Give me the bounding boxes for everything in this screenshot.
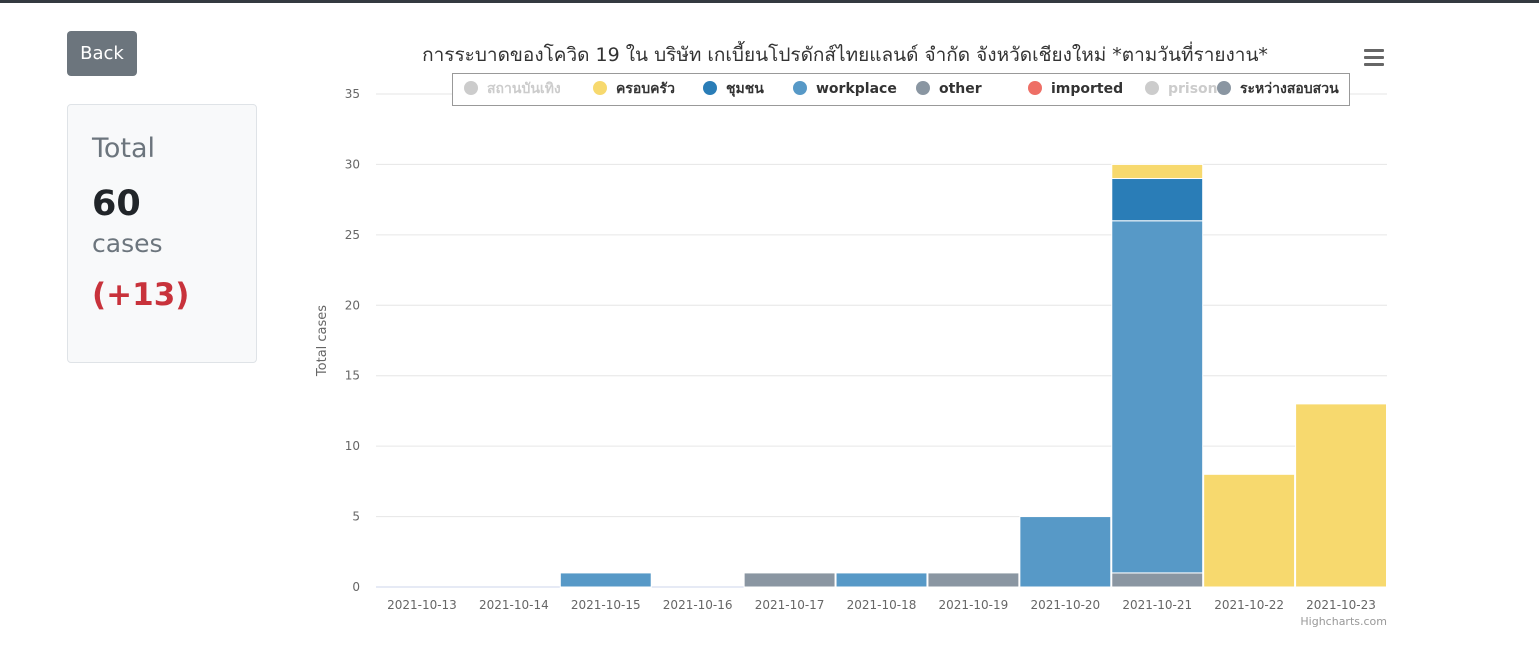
x-tick-label: 2021-10-17 xyxy=(755,598,825,612)
x-tick-label: 2021-10-20 xyxy=(1030,598,1100,612)
cases-label: cases xyxy=(92,229,163,258)
legend-item[interactable]: prison xyxy=(1145,74,1218,105)
bar-ชุมชน xyxy=(1111,178,1204,222)
legend-item[interactable]: ชุมชน xyxy=(703,74,764,105)
legend-item[interactable]: imported xyxy=(1028,74,1123,105)
y-tick-label: 30 xyxy=(345,157,360,171)
bar-workplace xyxy=(559,572,652,588)
legend-item[interactable]: other xyxy=(916,74,982,105)
top-border xyxy=(0,0,1539,3)
total-value: 60 xyxy=(92,184,141,224)
y-tick-label: 25 xyxy=(345,228,360,242)
chart-container: การระบาดของโควิด 19 ใน บริษัท เกเบี้ยนโป… xyxy=(290,30,1400,640)
bar-ครอบครัว xyxy=(1111,163,1204,180)
back-button[interactable]: Back xyxy=(67,31,137,76)
legend-dot-icon xyxy=(1217,81,1231,95)
x-tick-label: 2021-10-16 xyxy=(663,598,733,612)
bar-ครอบครัว xyxy=(1203,473,1296,588)
bar-other xyxy=(743,572,836,588)
bar-ระหว่างสอบสวน xyxy=(1111,572,1204,588)
y-tick-label: 10 xyxy=(345,439,360,453)
x-tick-label: 2021-10-15 xyxy=(571,598,641,612)
y-tick-label: 15 xyxy=(345,369,360,383)
new-cases-delta: (+13) xyxy=(92,277,190,313)
bar-workplace xyxy=(1111,220,1204,574)
highcharts-credits[interactable]: Highcharts.com xyxy=(1300,615,1387,628)
legend-dot-icon xyxy=(593,81,607,95)
legend-dot-icon xyxy=(916,81,930,95)
x-tick-label: 2021-10-19 xyxy=(939,598,1009,612)
x-tick-label: 2021-10-18 xyxy=(847,598,917,612)
legend-dot-icon xyxy=(703,81,717,95)
y-tick-label: 5 xyxy=(352,510,360,524)
bar-workplace xyxy=(1019,516,1112,588)
bar-other xyxy=(927,572,1020,588)
y-tick-label: 35 xyxy=(345,87,360,101)
chart-title: การระบาดของโควิด 19 ใน บริษัท เกเบี้ยนโป… xyxy=(422,44,1268,66)
total-label: Total xyxy=(92,133,156,164)
legend-item[interactable]: ระหว่างสอบสวน xyxy=(1217,74,1339,105)
legend-label: workplace xyxy=(816,81,897,97)
bar-ครอบครัว xyxy=(1295,403,1387,588)
legend-item[interactable]: ครอบครัว xyxy=(593,74,675,105)
bar-workplace xyxy=(835,572,928,588)
chart-svg: 0 5 10 15 20 25 30 35 Total cases 2021-10-13 2021-… xyxy=(315,87,1387,612)
legend-label: ระหว่างสอบสวน xyxy=(1240,81,1339,97)
x-tick-label: 2021-10-13 xyxy=(387,598,457,612)
legend-dot-icon xyxy=(793,81,807,95)
legend-label: สถานบันเทิง xyxy=(487,81,561,97)
legend-label: imported xyxy=(1051,81,1124,97)
x-tick-label: 2021-10-22 xyxy=(1214,598,1284,612)
legend-item[interactable]: workplace xyxy=(793,74,897,105)
y-tick-label: 20 xyxy=(345,298,360,312)
legend-label: other xyxy=(939,81,982,97)
legend-label: ครอบครัว xyxy=(616,81,675,97)
summary-card: Total 60 cases (+13) xyxy=(67,104,257,363)
x-tick-label: 2021-10-14 xyxy=(479,598,549,612)
legend-dot-icon xyxy=(464,81,478,95)
legend-item[interactable]: สถานบันเทิง xyxy=(464,74,561,105)
legend-dot-icon xyxy=(1145,81,1159,95)
y-axis-title: Total cases xyxy=(315,305,330,377)
chart-legend: สถานบันเทิง ครอบครัว ชุมชน workplace other im… xyxy=(452,73,1350,106)
legend-label: ชุมชน xyxy=(726,81,764,97)
legend-dot-icon xyxy=(1028,81,1042,95)
x-tick-label: 2021-10-23 xyxy=(1306,598,1376,612)
x-tick-label: 2021-10-21 xyxy=(1122,598,1192,612)
hamburger-menu-icon[interactable] xyxy=(1364,49,1384,67)
legend-label: prison xyxy=(1168,81,1218,97)
y-tick-label: 0 xyxy=(352,580,360,594)
